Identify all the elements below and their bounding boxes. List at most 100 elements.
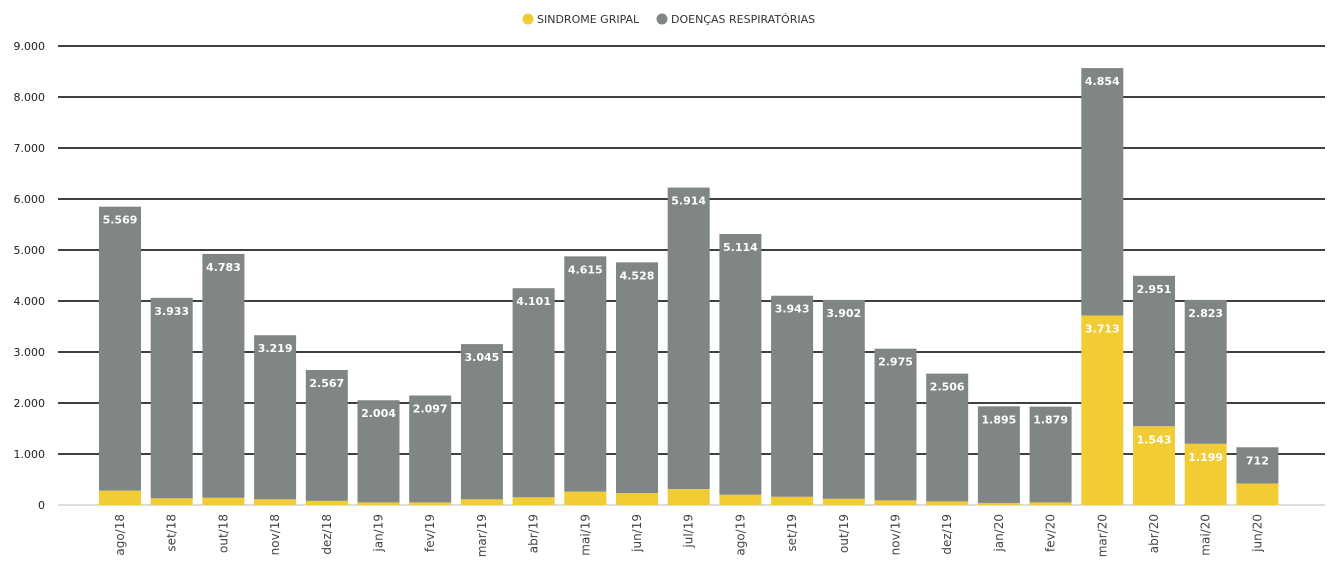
y-tick-label: 1.000 <box>14 448 46 461</box>
legend-label: DOENÇAS RESPIRATÓRIAS <box>671 13 815 26</box>
y-tick-label: 0 <box>38 499 45 512</box>
bar-doencas-respiratorias <box>357 400 400 503</box>
data-label-doencas-respiratorias: 4.615 <box>568 263 603 276</box>
x-tick-label: jan/20 <box>992 514 1006 553</box>
bar-doencas-respiratorias <box>150 297 193 499</box>
bar-doencas-respiratorias <box>409 395 452 503</box>
data-label-doencas-respiratorias: 3.045 <box>465 351 500 364</box>
x-tick-label: out/19 <box>837 514 851 553</box>
bar-sindrome-gripal <box>202 497 245 505</box>
bar-sindrome-gripal <box>926 501 969 505</box>
bar-doencas-respiratorias <box>926 373 969 502</box>
bars <box>99 68 1279 505</box>
bar-sindrome-gripal <box>1081 315 1124 505</box>
data-label-doencas-respiratorias: 1.879 <box>1033 414 1068 427</box>
data-labels: 5.569 3.933 4.783 3.219 2.567 2.004 2.097 3.045… <box>103 75 1269 467</box>
data-label-doencas-respiratorias: 4.854 <box>1085 75 1120 88</box>
y-tick-label: 3.000 <box>14 346 46 359</box>
bar-sindrome-gripal <box>1133 426 1175 505</box>
legend-label: SINDROME GRIPAL <box>537 13 640 26</box>
x-tick-label: jun/19 <box>630 514 644 553</box>
data-label-doencas-respiratorias: 3.219 <box>258 342 293 355</box>
data-label-doencas-respiratorias: 4.101 <box>516 295 551 308</box>
bar-sindrome-gripal <box>512 497 555 505</box>
data-label-doencas-respiratorias: 2.951 <box>1137 283 1172 296</box>
bar-sindrome-gripal <box>254 499 297 505</box>
y-tick-label: 6.000 <box>14 193 46 206</box>
x-tick-label: mai/19 <box>578 514 592 556</box>
bar-doencas-respiratorias <box>512 288 555 498</box>
x-tick-label: nov/18 <box>268 514 282 555</box>
bar-doencas-respiratorias <box>564 256 607 492</box>
data-label-doencas-respiratorias: 2.004 <box>361 407 396 420</box>
bar-doencas-respiratorias <box>1133 275 1175 427</box>
x-tick-label: ago/19 <box>733 514 747 556</box>
legend-swatch <box>522 13 534 25</box>
bar-sindrome-gripal <box>564 491 607 505</box>
data-label-sindrome-gripal: 1.543 <box>1137 433 1172 446</box>
bar-sindrome-gripal <box>771 496 814 505</box>
y-tick-label: 4.000 <box>14 295 46 308</box>
bar-doencas-respiratorias <box>667 187 710 490</box>
bar-doencas-respiratorias <box>822 299 865 499</box>
x-tick-label: out/18 <box>216 514 230 553</box>
bar-doencas-respiratorias <box>616 262 658 494</box>
bar-sindrome-gripal <box>357 502 400 505</box>
bar-doencas-respiratorias <box>719 233 762 495</box>
bar-doencas-respiratorias <box>460 344 503 500</box>
data-label-doencas-respiratorias: 1.895 <box>982 413 1017 426</box>
bar-doencas-respiratorias <box>1029 406 1072 503</box>
bar-sindrome-gripal <box>719 494 762 505</box>
x-tick-label: abr/19 <box>527 514 541 553</box>
bar-doencas-respiratorias <box>202 253 245 498</box>
bar-sindrome-gripal <box>667 489 710 505</box>
data-label-doencas-respiratorias: 5.914 <box>671 195 706 208</box>
data-label-doencas-respiratorias: 4.783 <box>206 261 241 274</box>
data-label-doencas-respiratorias: 2.097 <box>413 403 448 416</box>
y-tick-label: 9.000 <box>14 40 46 53</box>
x-tick-label: fev/19 <box>423 514 437 552</box>
bar-sindrome-gripal <box>616 493 658 505</box>
bar-sindrome-gripal <box>150 498 193 505</box>
x-tick-label: nov/19 <box>889 514 903 555</box>
x-tick-label: ago/18 <box>113 514 127 556</box>
data-label-doencas-respiratorias: 2.823 <box>1188 307 1223 320</box>
x-tick-label: dez/18 <box>320 514 334 555</box>
data-label-doencas-respiratorias: 5.569 <box>103 214 138 227</box>
x-tick-label: set/18 <box>165 514 179 552</box>
bar-sindrome-gripal <box>1029 502 1072 505</box>
bar-sindrome-gripal <box>822 498 865 505</box>
bar-sindrome-gripal <box>99 490 141 505</box>
legend-swatch <box>656 13 668 25</box>
bar-sindrome-gripal <box>409 502 452 505</box>
data-label-doencas-respiratorias: 712 <box>1246 454 1269 467</box>
x-tick-label: abr/20 <box>1147 514 1161 553</box>
y-tick-label: 7.000 <box>14 142 46 155</box>
bar-doencas-respiratorias <box>99 206 141 491</box>
data-label-sindrome-gripal: 3.713 <box>1085 323 1120 336</box>
x-tick-label: mai/20 <box>1199 514 1213 556</box>
x-tick-label: dez/19 <box>940 514 954 555</box>
x-tick-label: jun/20 <box>1250 514 1264 553</box>
bar-sindrome-gripal <box>977 502 1020 505</box>
data-label-sindrome-gripal: 1.199 <box>1188 451 1223 464</box>
x-tick-label: jan/19 <box>372 514 386 553</box>
bar-doencas-respiratorias <box>977 406 1020 503</box>
data-label-doencas-respiratorias: 5.114 <box>723 241 758 254</box>
data-label-doencas-respiratorias: 2.506 <box>930 381 965 394</box>
x-tick-label: jul/19 <box>682 514 696 549</box>
y-tick-label: 5.000 <box>14 244 46 257</box>
x-axis: ago/18 set/18 out/18 nov/18 dez/18 jan/19 fev/… <box>113 514 1264 557</box>
data-label-doencas-respiratorias: 2.975 <box>878 356 913 369</box>
x-tick-label: mar/19 <box>475 514 489 557</box>
bar-doencas-respiratorias <box>254 335 297 500</box>
y-tick-label: 8.000 <box>14 91 46 104</box>
legend: SINDROME GRIPAL DOENÇAS RESPIRATÓRIAS <box>522 13 815 26</box>
bar-doencas-respiratorias <box>1081 68 1124 316</box>
x-tick-label: fev/20 <box>1044 514 1058 552</box>
bar-sindrome-gripal <box>1236 483 1279 505</box>
bar-sindrome-gripal <box>1184 443 1227 505</box>
bar-sindrome-gripal <box>874 500 917 505</box>
